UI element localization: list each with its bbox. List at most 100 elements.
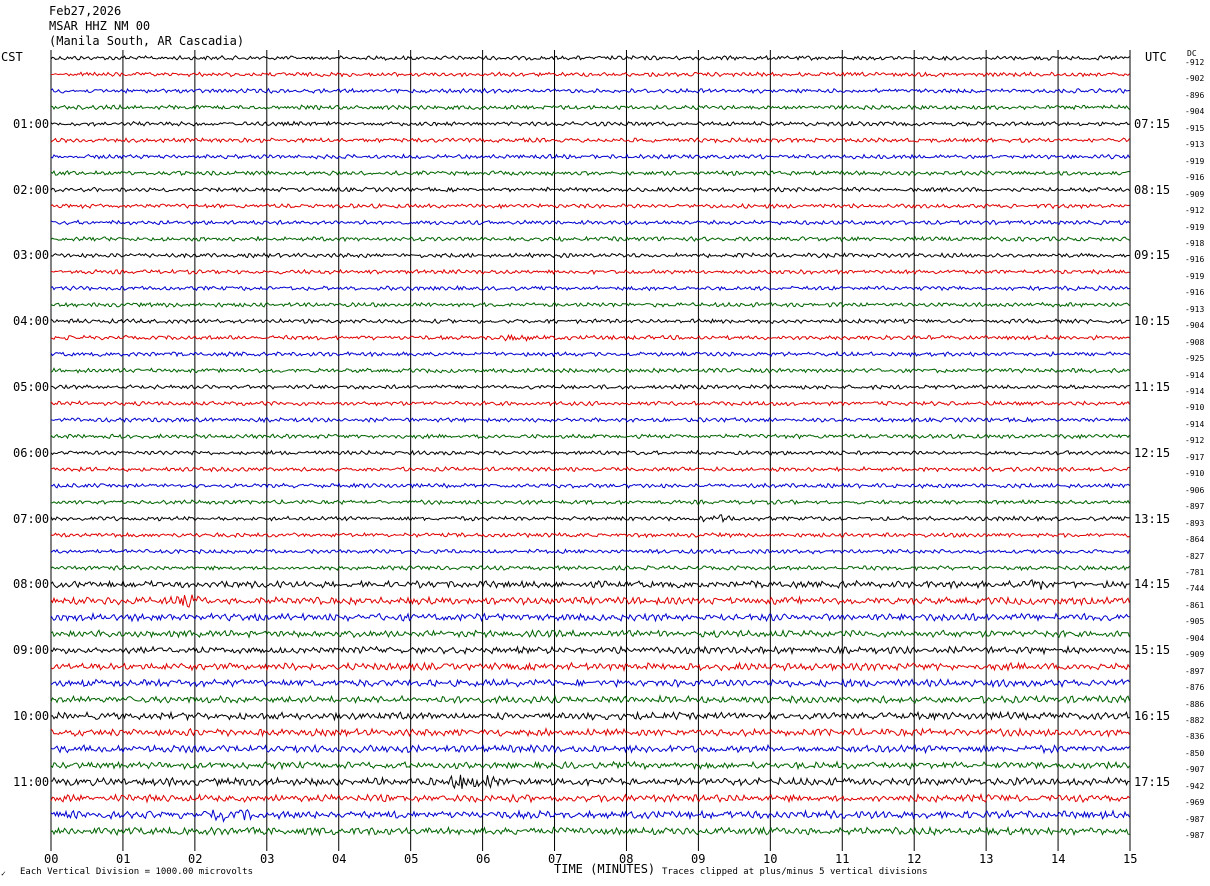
dc-offset-label: -914 <box>1185 387 1205 396</box>
dc-offset-label: -904 <box>1185 321 1205 331</box>
x-tick-label: 01 <box>116 852 131 866</box>
x-tick-label: 09 <box>691 852 706 866</box>
trace-line <box>50 284 1130 292</box>
right-timezone: UTC <box>1145 50 1167 64</box>
x-tick-label: 02 <box>188 852 203 866</box>
trace-line <box>50 645 1130 656</box>
dc-offset-label: -836 <box>1185 732 1205 742</box>
trace-line <box>50 482 1130 489</box>
dc-offset-label: -897 <box>1185 666 1205 676</box>
dc-offset-label: -925 <box>1185 354 1205 364</box>
dc-offset-label: -910 <box>1185 403 1205 413</box>
header-station: MSAR HHZ NM 00 <box>49 19 151 33</box>
dc-offset-label: -893 <box>1185 518 1205 528</box>
trace-line <box>50 317 1130 325</box>
trace-line <box>50 760 1130 771</box>
trace-line <box>50 169 1130 177</box>
trace-line <box>50 433 1130 440</box>
x-tick-label: 05 <box>404 852 419 866</box>
scale-note: Each Vertical Division = 1000.00 microvo… <box>20 867 253 877</box>
left-timezone: CST <box>1 50 23 64</box>
dc-offset-label: -919 <box>1185 222 1205 232</box>
trace-line <box>50 120 1130 127</box>
dc-offset-label: -886 <box>1185 699 1205 709</box>
dc-offset-label: -905 <box>1185 617 1205 627</box>
trace-line <box>50 400 1130 407</box>
dc-offset-label: -827 <box>1185 551 1205 561</box>
trace-line <box>50 367 1130 374</box>
trace-line <box>50 252 1130 259</box>
x-tick-label: 04 <box>332 852 347 866</box>
dc-offset-label: -912 <box>1185 206 1205 216</box>
trace-line <box>50 301 1130 308</box>
x-tick-label: 15 <box>1123 852 1138 866</box>
trace-line <box>50 333 1130 343</box>
trace-line <box>50 564 1130 572</box>
x-tick-label: 06 <box>476 852 491 866</box>
trace-line <box>50 137 1130 144</box>
trace-line <box>50 694 1130 705</box>
left-hour-label: 09:00 <box>13 643 50 658</box>
dc-offset-label: -913 <box>1185 304 1205 314</box>
dc-offset-label: -896 <box>1185 90 1205 100</box>
x-tick-label: 13 <box>979 852 994 866</box>
x-tick-label: 14 <box>1051 852 1066 866</box>
trace-line <box>50 71 1130 78</box>
dc-offset-label: -914 <box>1185 419 1205 429</box>
dc-offset-label: -912 <box>1185 436 1205 446</box>
dc-offset-label: -897 <box>1185 502 1205 512</box>
dc-offset-label: -908 <box>1185 337 1205 347</box>
dc-offset-label: -919 <box>1185 271 1205 281</box>
trace-line <box>50 465 1130 473</box>
trace-line <box>50 579 1130 590</box>
dc-offset-label: -909 <box>1185 189 1205 199</box>
trace-line <box>50 548 1130 555</box>
trace-line <box>50 104 1130 111</box>
dc-offset-label: -969 <box>1185 798 1205 808</box>
trace-line <box>50 449 1130 456</box>
dc-offset-label: -906 <box>1185 485 1205 495</box>
minute-grid <box>50 50 1131 851</box>
trace-line <box>50 661 1130 672</box>
right-hour-label: 07:15 <box>1134 116 1171 131</box>
trace-line <box>50 808 1130 823</box>
dc-offset-label: -918 <box>1185 238 1205 248</box>
dc-offset-label: -904 <box>1185 107 1205 117</box>
trace-line <box>50 825 1130 837</box>
left-hour-label: 03:00 <box>13 248 50 263</box>
header-date: Feb27,2026 <box>49 4 122 18</box>
dc-offset-label: -861 <box>1185 600 1205 610</box>
clip-note: Traces clipped at plus/minus 5 vertical … <box>662 867 928 877</box>
x-tick-label: 08 <box>619 852 634 866</box>
dc-offset-label: -910 <box>1185 469 1205 479</box>
right-hour-label: 17:15 <box>1134 774 1171 789</box>
left-hour-label: 06:00 <box>13 445 50 460</box>
dc-header: DC <box>1187 49 1197 58</box>
trace-line <box>50 416 1130 424</box>
left-hour-label: 04:00 <box>13 314 50 329</box>
trace-line <box>50 383 1130 391</box>
dc-offset-label: -917 <box>1185 452 1205 462</box>
trace-line <box>50 611 1130 623</box>
trace-line <box>50 350 1130 358</box>
dc-offset-label: -987 <box>1185 814 1205 824</box>
left-hour-label: 05:00 <box>13 380 50 394</box>
trace-line <box>50 54 1130 62</box>
dc-offset-label: -916 <box>1185 173 1205 183</box>
trace-line <box>51 498 1130 506</box>
x-tick-label: 03 <box>260 852 275 866</box>
header-location: (Manila South, AR Cascadia) <box>49 34 245 48</box>
dc-offset-label: -876 <box>1185 683 1205 693</box>
trace-line <box>50 792 1130 804</box>
dc-offset-label: -781 <box>1185 567 1205 577</box>
right-hour-label: 10:15 <box>1134 314 1171 329</box>
dc-offset-label: -882 <box>1185 716 1205 725</box>
trace-line <box>50 710 1130 722</box>
left-hour-label: 01:00 <box>13 116 50 131</box>
dc-offset-label: -942 <box>1185 781 1205 791</box>
trace-line <box>50 594 1130 608</box>
x-axis-label: TIME (MINUTES) <box>554 862 656 876</box>
x-tick-label: 11 <box>835 852 850 866</box>
dc-offset-label: -916 <box>1185 288 1205 298</box>
